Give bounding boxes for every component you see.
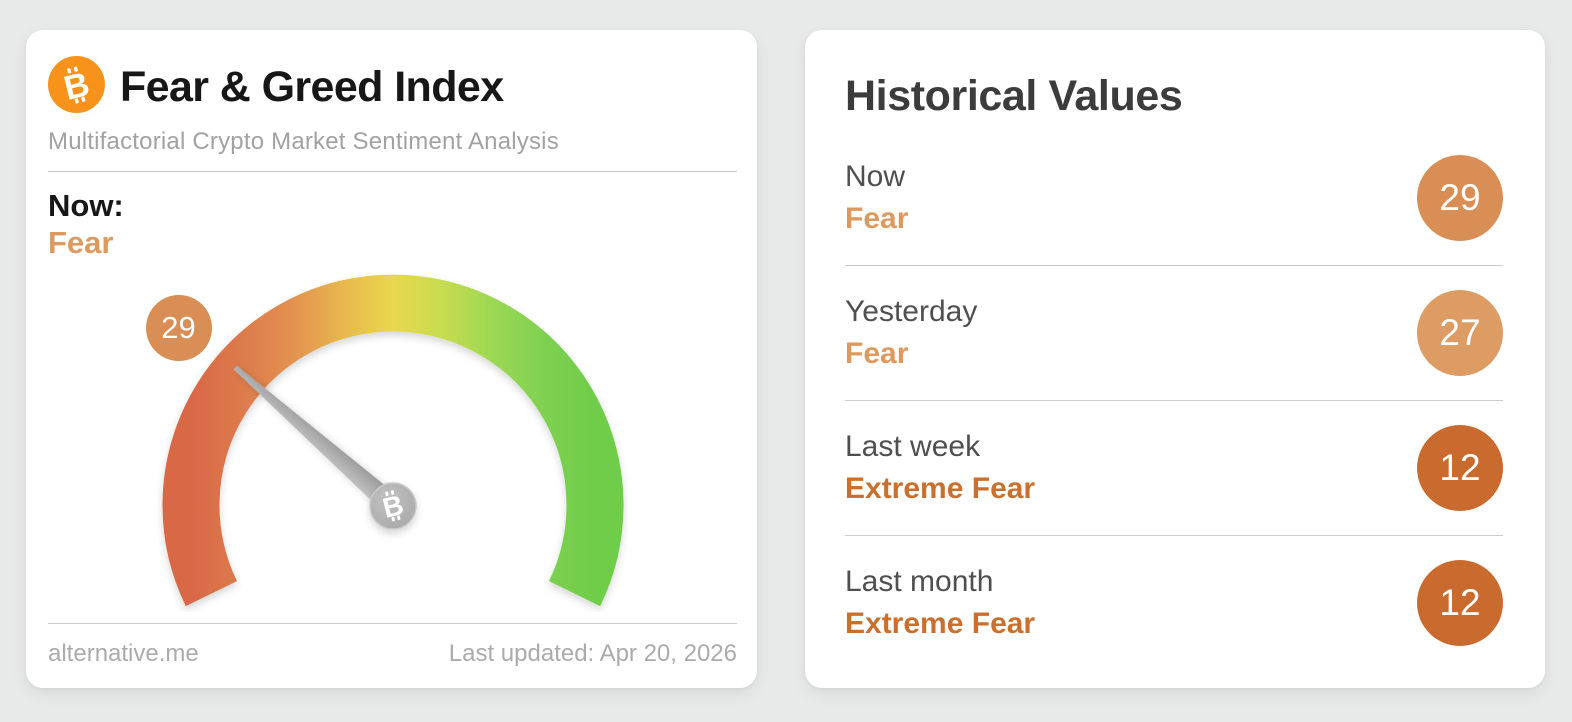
value-badge: 12 [1417,425,1503,511]
gauge-value-badge: 29 [145,294,212,361]
row-period-label: Now [845,160,906,193]
row-classification: Extreme Fear [845,606,1036,640]
value-badge: 27 [1417,290,1503,376]
now-classification: Fear [48,225,114,261]
card-subtitle: Multifactorial Crypto Market Sentiment A… [48,128,559,155]
current-sentiment: Now: Fear [48,187,737,263]
historical-values-card: Historical Values Now Fear 29 Yesterday … [805,30,1545,688]
bitcoin-logo-icon: B [48,56,105,118]
header-divider [48,171,737,172]
historical-row-last-week: Last week Extreme Fear 12 [845,401,1503,536]
historical-row-yesterday: Yesterday Fear 27 [845,266,1503,401]
needle-hub-bitcoin-icon: B [368,482,417,530]
source-link[interactable]: alternative.me [48,640,199,667]
card-title: Fear & Greed Index [120,62,504,111]
historical-row-last-month: Last month Extreme Fear 12 [845,536,1503,670]
gauge-needle-icon [233,365,400,515]
last-updated-text: Last updated: Apr 20, 2026 [448,640,737,667]
sentiment-gauge: B 29 [145,265,628,612]
row-classification: Fear [845,336,909,370]
historical-rows: Now Fear 29 Yesterday Fear 27 Last week … [845,131,1503,670]
row-period-label: Yesterday [845,295,978,328]
historical-row-now: Now Fear 29 [845,131,1503,266]
row-period-label: Last week [845,430,981,463]
historical-title: Historical Values [845,72,1183,120]
row-classification: Extreme Fear [845,471,1036,505]
gauge-arc [162,274,623,606]
fear-greed-header: B Fear & Greed Index [48,56,737,118]
value-badge: 12 [1417,560,1503,646]
fear-greed-card: B Fear & Greed Index Multifactorial Cryp… [26,30,757,688]
now-label: Now: [48,188,124,223]
row-period-label: Last month [845,565,994,598]
row-classification: Fear [845,201,909,235]
value-badge: 29 [1417,155,1503,241]
card-footer: alternative.me Last updated: Apr 20, 202… [48,623,737,668]
gauge-needle-group [233,365,400,515]
